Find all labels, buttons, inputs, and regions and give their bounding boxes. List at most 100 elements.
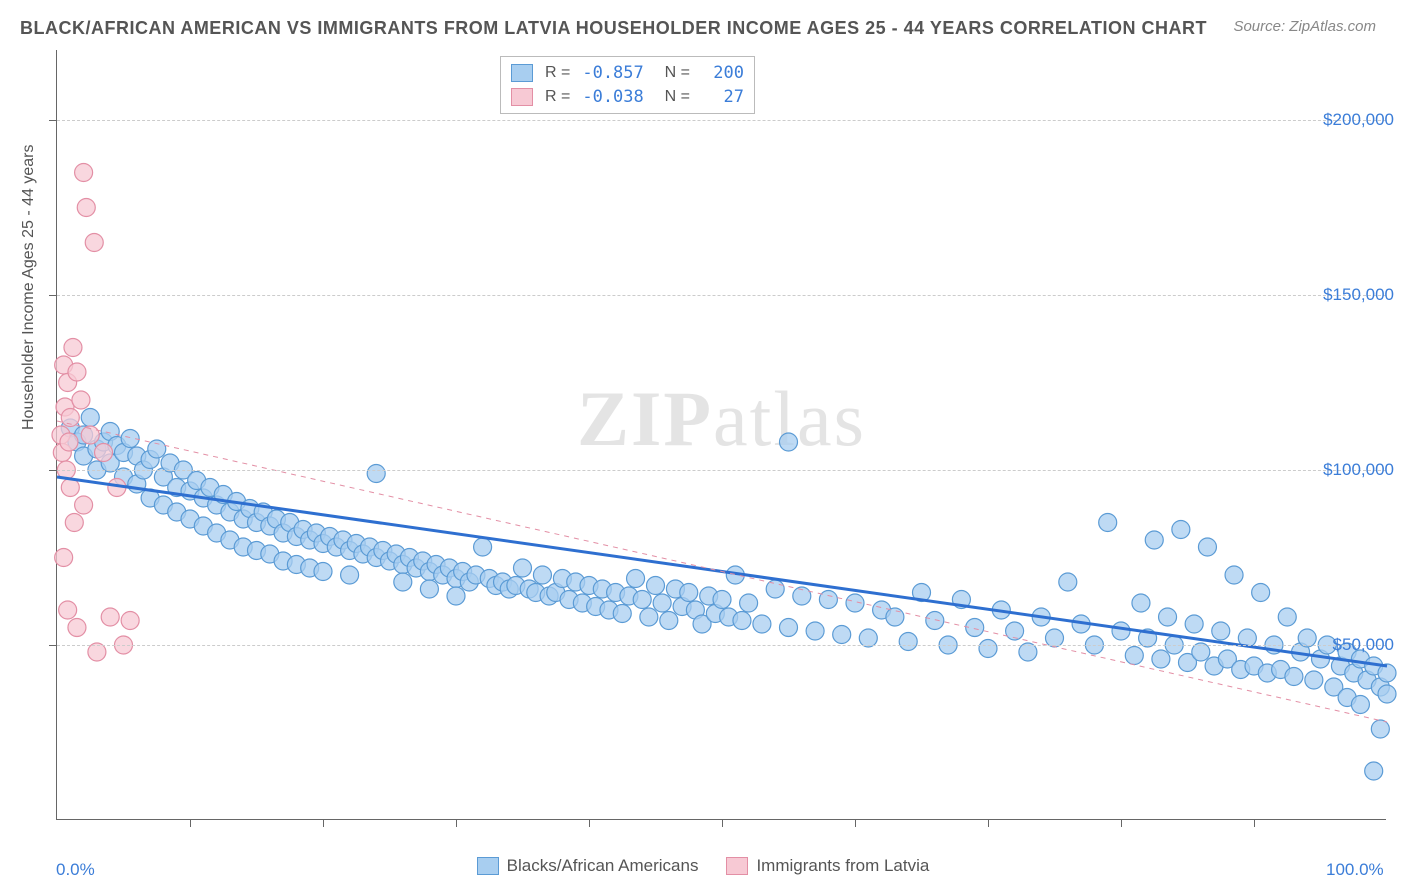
data-point xyxy=(680,584,698,602)
legend-swatch xyxy=(511,64,533,82)
data-point xyxy=(1198,538,1216,556)
data-point xyxy=(1252,584,1270,602)
data-point xyxy=(660,612,678,630)
data-point xyxy=(1285,668,1303,686)
data-point xyxy=(101,608,119,626)
data-point xyxy=(65,514,83,532)
data-point xyxy=(1378,664,1396,682)
data-point xyxy=(1378,685,1396,703)
data-point xyxy=(1371,720,1389,738)
trend-line xyxy=(57,421,1387,722)
x-tick xyxy=(323,819,324,827)
data-point xyxy=(474,538,492,556)
x-tick xyxy=(589,819,590,827)
data-point xyxy=(647,577,665,595)
legend-swatch xyxy=(511,88,533,106)
legend-series-label: Immigrants from Latvia xyxy=(756,856,929,876)
data-point xyxy=(1099,514,1117,532)
data-point xyxy=(85,234,103,252)
data-point xyxy=(633,591,651,609)
legend-series-item: Immigrants from Latvia xyxy=(726,856,929,876)
stat-n-label: N = xyxy=(656,64,690,82)
data-point xyxy=(740,594,758,612)
data-point xyxy=(60,433,78,451)
data-point xyxy=(1059,573,1077,591)
x-tick xyxy=(855,819,856,827)
data-point xyxy=(1159,608,1177,626)
x-tick xyxy=(1254,819,1255,827)
source-label: Source: ZipAtlas.com xyxy=(1233,18,1376,35)
data-point xyxy=(367,465,385,483)
gridline xyxy=(57,120,1386,121)
data-point xyxy=(979,640,997,658)
data-point xyxy=(68,619,86,637)
data-point xyxy=(753,615,771,633)
gridline xyxy=(57,295,1386,296)
data-point xyxy=(394,573,412,591)
legend-swatch xyxy=(477,857,499,875)
y-tick xyxy=(49,120,57,121)
data-point xyxy=(75,164,93,182)
data-point xyxy=(1132,594,1150,612)
data-point xyxy=(713,591,731,609)
y-tick-label: $50,000 xyxy=(1333,635,1394,655)
data-point xyxy=(780,619,798,637)
data-point xyxy=(1305,671,1323,689)
data-point xyxy=(420,580,438,598)
stat-r-value: -0.857 xyxy=(582,63,643,83)
data-point xyxy=(95,444,113,462)
x-tick-label: 100.0% xyxy=(1326,860,1384,880)
data-point xyxy=(627,570,645,588)
data-point xyxy=(653,594,671,612)
y-tick xyxy=(49,470,57,471)
data-point xyxy=(121,612,139,630)
data-point xyxy=(1278,608,1296,626)
data-point xyxy=(733,612,751,630)
data-point xyxy=(1125,647,1143,665)
legend-series-item: Blacks/African Americans xyxy=(477,856,699,876)
data-point xyxy=(59,601,77,619)
data-point xyxy=(314,563,332,581)
data-point xyxy=(514,559,532,577)
data-point xyxy=(613,605,631,623)
y-tick-label: $200,000 xyxy=(1323,110,1394,130)
data-point xyxy=(68,363,86,381)
data-point xyxy=(1225,566,1243,584)
stat-n-label: N = xyxy=(656,88,690,106)
stat-r-label: R = xyxy=(545,88,570,106)
stat-n-value: 200 xyxy=(702,63,744,83)
y-tick-label: $100,000 xyxy=(1323,460,1394,480)
legend-stat-row: R = -0.038 N = 27 xyxy=(511,85,744,109)
y-tick xyxy=(49,295,57,296)
data-point xyxy=(1172,521,1190,539)
data-point xyxy=(447,587,465,605)
data-point xyxy=(64,339,82,357)
legend-stat-row: R = -0.857 N = 200 xyxy=(511,61,744,85)
x-tick xyxy=(722,819,723,827)
legend-swatch xyxy=(726,857,748,875)
stat-r-value: -0.038 xyxy=(582,87,643,107)
data-point xyxy=(640,608,658,626)
gridline xyxy=(57,645,1386,646)
data-point xyxy=(1365,762,1383,780)
legend-stats: R = -0.857 N = 200R = -0.038 N = 27 xyxy=(500,56,755,114)
data-point xyxy=(77,199,95,217)
stat-n-value: 27 xyxy=(702,87,744,107)
data-point xyxy=(1212,622,1230,640)
data-point xyxy=(533,566,551,584)
data-point xyxy=(81,409,99,427)
gridline xyxy=(57,470,1386,471)
legend-series-label: Blacks/African Americans xyxy=(507,856,699,876)
x-tick xyxy=(988,819,989,827)
data-point xyxy=(819,591,837,609)
data-point xyxy=(806,622,824,640)
plot-area: ZIPatlas xyxy=(56,50,1386,820)
data-point xyxy=(341,566,359,584)
x-tick-label: 0.0% xyxy=(56,860,95,880)
x-tick xyxy=(190,819,191,827)
y-axis-label: Householder Income Ages 25 - 44 years xyxy=(20,145,38,431)
data-point xyxy=(1112,622,1130,640)
x-tick xyxy=(1121,819,1122,827)
data-point xyxy=(72,391,90,409)
data-point xyxy=(55,549,73,567)
